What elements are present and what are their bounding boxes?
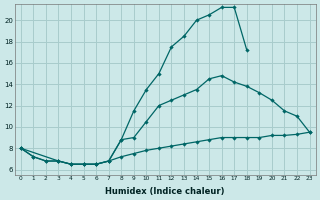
X-axis label: Humidex (Indice chaleur): Humidex (Indice chaleur)	[106, 187, 225, 196]
